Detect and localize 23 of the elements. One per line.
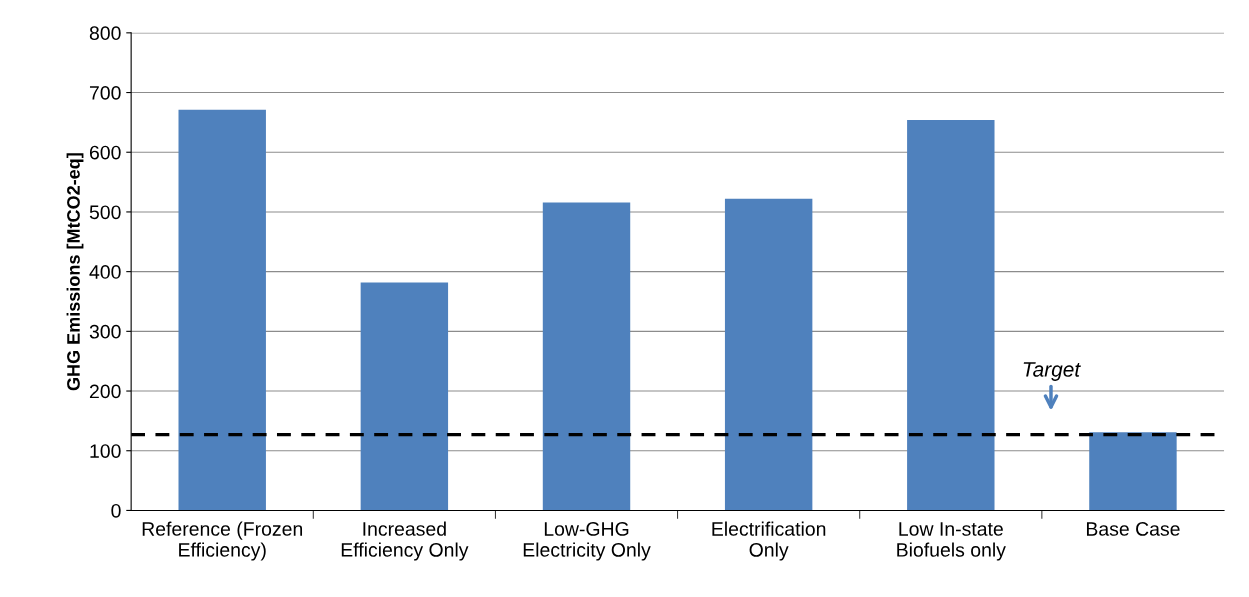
bar — [360, 282, 449, 511]
x-tick-label: Base Case — [1086, 522, 1180, 536]
bar — [1089, 432, 1177, 511]
y-axis-title: GHG Emissions [MtCO2-eq] — [66, 153, 84, 391]
y-tick-label: 200 — [89, 384, 121, 399]
bar — [178, 109, 266, 511]
y-tick-label: 600 — [89, 145, 121, 160]
y-tick-label: 700 — [89, 86, 121, 100]
y-tick-label: 100 — [90, 444, 121, 458]
y-tick-label: 0 — [111, 503, 121, 518]
ref-line-label: Target — [1023, 362, 1081, 381]
y-tick-label: 400 — [89, 265, 121, 279]
x-tick-label: Low-GHG Electricity Only — [523, 522, 651, 561]
y-tick-label: 800 — [89, 26, 121, 41]
bar — [724, 198, 813, 511]
bar — [542, 202, 631, 511]
x-tick-label: Increased Efficiency Only — [341, 521, 469, 561]
bar — [907, 120, 995, 511]
x-tick-label: Reference (Frozen Efficiency) — [142, 521, 303, 561]
y-tick-label: 500 — [89, 205, 121, 220]
y-tick-label: 300 — [89, 324, 121, 339]
x-tick-label: Electrification Only — [712, 521, 826, 561]
x-tick-label: Low In-state Biofuels only — [897, 522, 1006, 561]
